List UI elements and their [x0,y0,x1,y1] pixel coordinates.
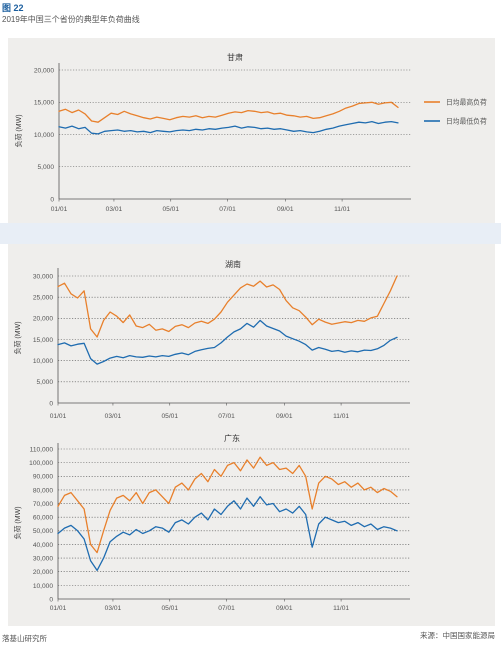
y-tick-label: 10,000 [33,583,54,590]
y-tick-label: 90,000 [33,474,54,481]
y-tick-label: 30,000 [33,555,54,562]
x-tick-label: 09/01 [276,413,293,420]
y-tick-label: 10,000 [33,358,54,365]
y-axis-label-hunan: 负荷 (MW) [13,321,22,354]
y-tick-label: 100,000 [29,460,53,467]
plot-area: 0 5,000 10,000 15,000 20,000 01/01 03/01 05/01 0… [34,63,411,213]
figure-subtitle: 2019年中国三个省份的典型年负荷曲线 [2,15,140,24]
plot-area: 0 5,000 10,000 15,000 20,000 25,000 30,000 01/0… [33,268,410,420]
series-line-max-load [57,456,398,554]
y-tick-label: 0 [49,400,53,407]
legend: 日均最高负荷 日均最低负荷 [424,98,487,126]
y-tick-label: 40,000 [33,542,54,549]
x-tick-label: 05/01 [161,413,178,420]
y-tick-label: 60,000 [33,515,54,522]
plot-area: 0 10,000 20,000 30,000 40,000 50,000 60,000 70,… [29,443,410,612]
y-tick-label: 70,000 [33,501,54,508]
y-tick-label: 20,000 [34,67,55,74]
y-tick-label: 25,000 [33,295,54,302]
x-tick-label: 05/01 [162,206,179,213]
y-tick-label: 15,000 [33,337,54,344]
series-line-max-load [57,275,398,338]
legend-label-max-load: 日均最高负荷 [446,98,487,107]
x-tick-label: 05/01 [161,605,178,612]
series-line-min-load [57,319,398,365]
chart-title-hunan: 湖南 [225,259,241,269]
panel-hunan-guangdong [8,244,495,626]
x-tick-label: 07/01 [219,206,236,213]
x-tick-label: 11/01 [333,605,349,612]
x-tick-label: 01/01 [51,206,68,213]
y-axis-label-gansu: 负荷 (MW) [14,114,23,147]
legend-label-min-load: 日均最低负荷 [446,117,487,126]
figure-number: 图 22 [2,3,24,13]
y-tick-label: 50,000 [33,528,54,535]
y-tick-label: 30,000 [33,273,54,280]
x-tick-label: 11/01 [334,206,350,213]
y-tick-label: 110,000 [30,446,54,453]
y-tick-label: 5,000 [36,379,53,386]
x-tick-label: 09/01 [276,605,293,612]
x-tick-label: 07/01 [218,413,235,420]
y-tick-label: 10,000 [34,132,55,139]
y-tick-label: 80,000 [33,487,54,494]
series-line-min-load [58,120,399,135]
y-tick-label: 0 [50,196,54,203]
publisher-name: 落基山研究所 [2,634,47,643]
x-tick-label: 11/01 [333,413,349,420]
y-tick-label: 20,000 [33,316,54,323]
y-axis-label-guangdong: 负荷 (MW) [13,506,22,539]
source-note: 来源：中国国家能源局 [420,631,495,640]
x-tick-label: 09/01 [277,206,294,213]
x-tick-label: 01/01 [50,413,67,420]
y-tick-label: 0 [49,596,53,603]
y-tick-label: 20,000 [33,569,54,576]
x-tick-label: 03/01 [105,605,122,612]
series-line-max-load [58,101,399,123]
chart-title-gansu: 甘肃 [227,52,243,62]
chart-title-guangdong: 广东 [224,433,240,443]
series-line-min-load [57,496,398,572]
section-divider [0,223,501,244]
legend-item-max-load: 日均最高负荷 [424,98,487,107]
legend-item-min-load: 日均最低负荷 [424,117,487,126]
y-tick-label: 15,000 [34,100,55,107]
x-tick-label: 03/01 [105,413,122,420]
x-tick-label: 03/01 [106,206,123,213]
x-tick-label: 01/01 [50,605,67,612]
x-tick-label: 07/01 [218,605,235,612]
y-tick-label: 5,000 [37,164,54,171]
